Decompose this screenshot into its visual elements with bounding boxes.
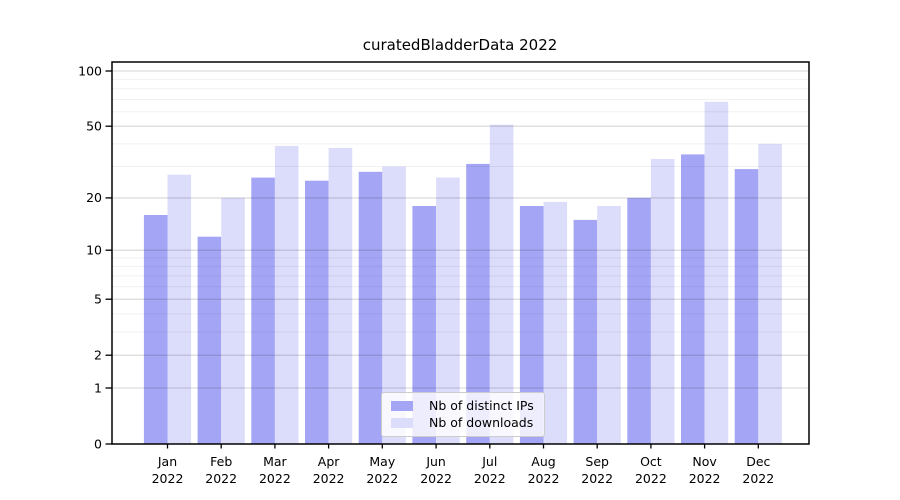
bar-distinct-ips-dec — [734, 169, 759, 444]
x-tick-label-may: May — [369, 454, 395, 469]
bar-distinct-ips-nov — [681, 154, 705, 444]
bar-distinct-ips-oct — [627, 197, 651, 444]
bar-downloads-jan — [167, 174, 192, 444]
x-tick-label-year-jun: 2022 — [420, 471, 452, 486]
x-tick-label-sep: Sep — [585, 454, 609, 469]
legend-label-distinct-ips: Nb of distinct IPs — [429, 398, 534, 413]
x-tick-label-aug: Aug — [531, 454, 555, 469]
bar-downloads-oct — [650, 159, 675, 444]
bar-downloads-aug — [543, 201, 568, 444]
legend-label-downloads: Nb of downloads — [429, 415, 534, 430]
y-tick-label-5: 5 — [94, 292, 102, 307]
legend-item-distinct-ips: Nb of distinct IPs — [391, 397, 534, 414]
y-tick-label-1: 1 — [94, 380, 102, 395]
x-tick-label-year-feb: 2022 — [205, 471, 237, 486]
bar-distinct-ips-jan — [143, 215, 168, 444]
bar-distinct-ips-may — [358, 171, 383, 445]
bar-distinct-ips-feb — [197, 236, 222, 444]
bar-downloads-apr — [328, 147, 353, 444]
y-tick-label-2: 2 — [94, 348, 102, 363]
x-tick-label-year-jul: 2022 — [474, 471, 506, 486]
legend: Nb of distinct IPs Nb of downloads — [381, 392, 545, 437]
bar-downloads-may — [382, 166, 406, 444]
x-tick-label-feb: Feb — [210, 454, 232, 469]
x-tick-label-jan: Jan — [157, 454, 177, 469]
x-tick-label-apr: Apr — [318, 454, 340, 469]
legend-item-downloads: Nb of downloads — [391, 414, 534, 431]
y-tick-label-0: 0 — [94, 436, 102, 451]
bar-distinct-ips-apr — [305, 180, 329, 444]
x-tick-label-oct: Oct — [640, 454, 662, 469]
x-tick-label-year-jan: 2022 — [152, 471, 184, 486]
axes-frame — [111, 61, 810, 445]
y-tick-label-10: 10 — [86, 243, 102, 258]
bar-distinct-ips-mar — [251, 177, 275, 444]
x-tick-label-year-may: 2022 — [366, 471, 398, 486]
x-tick-label-year-apr: 2022 — [313, 471, 345, 486]
bar-downloads-feb — [221, 197, 245, 444]
legend-swatch-distinct-ips — [391, 400, 413, 411]
chart-title: curatedBladderData 2022 — [362, 36, 558, 54]
x-tick-label-dec: Dec — [746, 454, 770, 469]
bar-distinct-ips-sep — [573, 219, 598, 444]
bar-distinct-ips-jun — [412, 206, 436, 444]
bar-downloads-mar — [274, 145, 299, 444]
x-tick-label-year-nov: 2022 — [689, 471, 721, 486]
x-tick-label-year-aug: 2022 — [528, 471, 560, 486]
bar-distinct-ips-jul — [466, 163, 490, 444]
x-tick-label-nov: Nov — [692, 454, 717, 469]
y-tick-label-20: 20 — [86, 190, 102, 205]
y-tick-label-50: 50 — [86, 119, 102, 134]
x-tick-label-mar: Mar — [263, 454, 287, 469]
x-tick-label-year-sep: 2022 — [581, 471, 613, 486]
x-tick-label-jul: Jul — [481, 454, 497, 469]
legend-swatch-downloads — [391, 417, 413, 428]
bar-distinct-ips-aug — [519, 206, 544, 444]
x-tick-label-year-mar: 2022 — [259, 471, 291, 486]
bar-downloads-jul — [489, 124, 514, 444]
bar-downloads-jun — [436, 177, 460, 444]
bar-downloads-nov — [704, 101, 729, 445]
y-tick-label-100: 100 — [78, 63, 102, 78]
x-tick-label-year-dec: 2022 — [742, 471, 774, 486]
bar-downloads-sep — [597, 206, 621, 444]
x-tick-label-year-oct: 2022 — [635, 471, 667, 486]
bar-downloads-dec — [758, 143, 782, 444]
x-tick-label-jun: Jun — [425, 454, 446, 469]
